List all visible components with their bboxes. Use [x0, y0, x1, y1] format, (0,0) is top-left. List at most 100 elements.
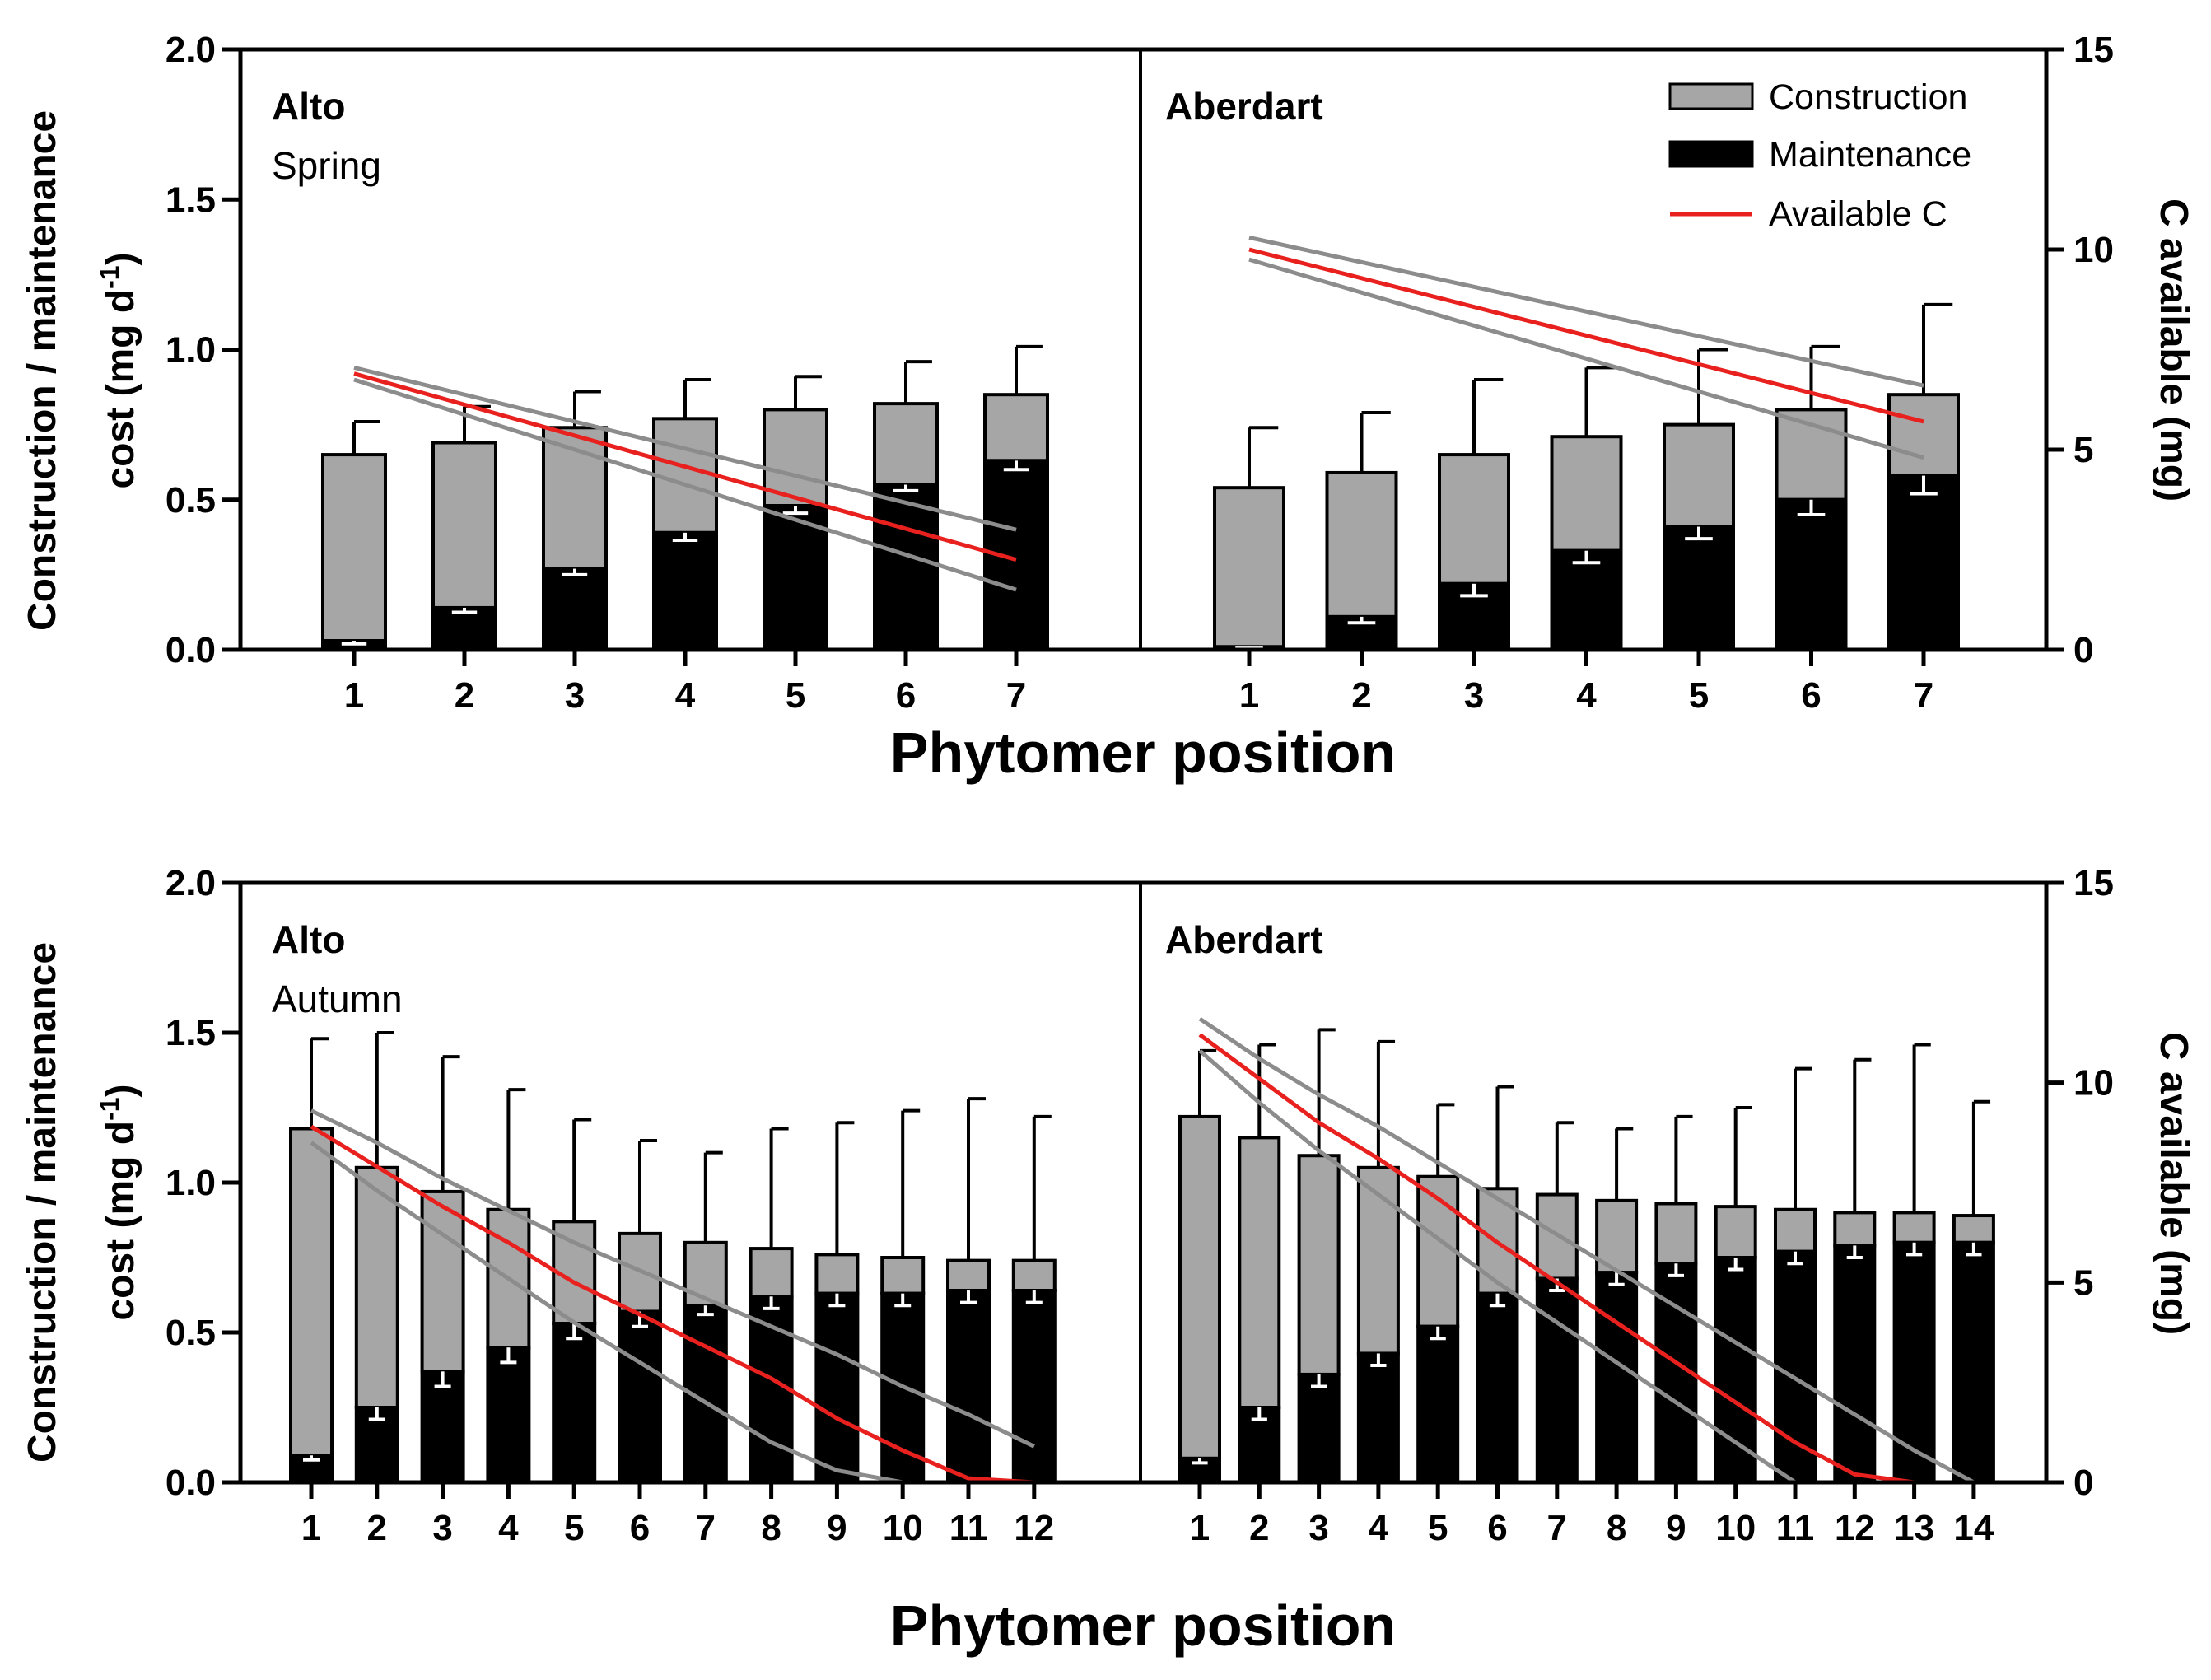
maintenance-bar: [1887, 474, 1960, 652]
construction-bar: [1297, 1154, 1341, 1376]
construction-bar: [1416, 1174, 1460, 1328]
legend-maintenance-swatch: [1668, 140, 1754, 168]
top-left-season: Spring: [272, 144, 381, 187]
xtick-label: 3: [1308, 1508, 1328, 1548]
xtick-label: 7: [1547, 1508, 1567, 1548]
top-y2label: C available (mg): [2152, 198, 2195, 502]
top-ytick-label: 2.0: [166, 30, 216, 70]
xtick-label: 5: [1689, 675, 1709, 716]
construction-bar: [1438, 453, 1510, 586]
xtick-label: 1: [1239, 675, 1259, 716]
maintenance-bar: [1892, 1240, 1936, 1485]
maintenance-bar: [431, 605, 497, 651]
construction-bar: [1714, 1205, 1757, 1259]
xtick-label: 8: [1607, 1508, 1626, 1548]
xtick-label: 1: [344, 675, 364, 716]
maintenance-bar: [1952, 1240, 1995, 1485]
xtick-label: 1: [301, 1508, 321, 1548]
top-xlabel: Phytomer position: [890, 721, 1396, 785]
xtick-label: 6: [896, 675, 916, 716]
xtick-label: 3: [432, 1508, 452, 1548]
construction-bar: [1238, 1136, 1281, 1410]
construction-bar: [1952, 1214, 1995, 1244]
xtick-label: 8: [761, 1508, 781, 1548]
top-y2tick-label: 0: [2073, 630, 2093, 670]
maintenance-bar: [1011, 1289, 1057, 1485]
construction-bar: [1833, 1211, 1877, 1248]
bottom-left-season: Autumn: [272, 978, 403, 1020]
xtick-label: 4: [498, 1508, 519, 1548]
bottom-y2tick-label: 0: [2073, 1463, 2093, 1503]
xtick-label: 9: [827, 1508, 847, 1548]
xtick-label: 4: [675, 675, 696, 716]
top-left-cultivar: Alto: [272, 85, 345, 128]
bottom-right-cultivar: Aberdart: [1165, 918, 1323, 961]
construction-bar: [1663, 422, 1735, 529]
xtick-label: 7: [1006, 675, 1026, 716]
top-ytick-label: 0.5: [166, 480, 216, 520]
bottom-y2tick-label: 10: [2073, 1063, 2114, 1104]
xtick-label: 2: [1249, 1508, 1269, 1548]
maintenance-bar: [652, 530, 718, 651]
construction-bar: [1325, 470, 1398, 618]
xtick-label: 2: [1351, 675, 1371, 716]
xtick-label: 6: [630, 1508, 650, 1548]
xtick-label: 11: [1776, 1508, 1815, 1548]
bottom-y2tick-label: 5: [2073, 1262, 2093, 1303]
construction-bar: [354, 1165, 399, 1410]
xtick-label: 10: [883, 1508, 923, 1548]
maintenance-bar: [1714, 1256, 1757, 1484]
construction-bar: [1654, 1202, 1698, 1266]
construction-bar: [652, 417, 718, 534]
available-c-line: [1198, 1033, 1974, 1485]
xtick-label: 1: [1190, 1508, 1210, 1548]
maintenance-bar: [1550, 548, 1623, 652]
legend-construction-swatch: [1668, 82, 1754, 110]
xtick-label: 3: [565, 675, 585, 716]
available-c-upper-band: [1248, 235, 1924, 388]
bottom-ytick-label: 0.0: [166, 1463, 216, 1503]
xtick-label: 4: [1576, 675, 1597, 716]
xtick-label: 5: [564, 1508, 584, 1548]
available-c-lower-band: [353, 377, 1017, 592]
maintenance-bar: [1663, 525, 1735, 651]
available-c-line: [1248, 247, 1924, 424]
maintenance-bar: [814, 1291, 860, 1485]
xtick-label: 12: [1014, 1508, 1054, 1548]
bottom-ytick-label: 0.5: [166, 1313, 216, 1353]
construction-bar: [880, 1256, 926, 1295]
available-c-upper-band: [1198, 1016, 1975, 1485]
top-ylabel-line2: cost (mg d-1): [95, 252, 142, 488]
construction-bar: [683, 1240, 728, 1308]
xtick-label: 3: [1464, 675, 1484, 716]
bottom-y2label: C available (mg): [2152, 1032, 2195, 1335]
legend: Construction Maintenance Available C: [1668, 77, 1971, 234]
maintenance-bar: [763, 504, 828, 651]
maintenance-bar: [420, 1370, 465, 1484]
legend-maintenance-label: Maintenance: [1769, 135, 1971, 175]
maintenance-bar: [1775, 497, 1848, 651]
xtick-label: 9: [1666, 1508, 1686, 1548]
xtick-label: 5: [786, 675, 805, 716]
construction-bar: [420, 1189, 465, 1374]
bottom-ytick-label: 1.5: [166, 1013, 216, 1053]
construction-bar: [873, 402, 939, 487]
construction-bar: [321, 453, 387, 643]
top-available-c-lines: [353, 235, 1924, 592]
maintenance-bar: [1297, 1372, 1341, 1484]
legend-construction-label: Construction: [1769, 77, 1967, 117]
bottom-bars: [289, 1028, 1995, 1485]
bottom-ytick-label: 1.0: [166, 1163, 216, 1203]
xtick-label: 10: [1715, 1508, 1756, 1548]
available-c-line: [310, 1124, 1034, 1485]
xtick-label: 2: [455, 675, 474, 716]
top-ytick-label: 0.0: [166, 630, 216, 670]
bottom-ytick-label: 2.0: [166, 863, 216, 903]
top-y2tick-label: 5: [2073, 430, 2093, 470]
maintenance-bar: [486, 1346, 531, 1484]
construction-bar: [1892, 1211, 1936, 1244]
construction-bar: [814, 1253, 860, 1295]
top-y2tick-label: 15: [2073, 30, 2114, 70]
